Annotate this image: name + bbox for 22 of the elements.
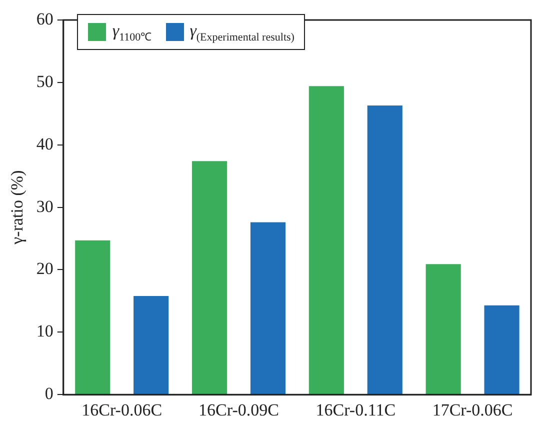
bar (250, 222, 286, 394)
y-tick-label: 20 (36, 259, 54, 278)
bar (367, 106, 402, 394)
y-tick-label: 40 (36, 134, 54, 154)
y-tick-label: 50 (36, 72, 54, 91)
x-tick-label: 16Cr-0.11C (316, 400, 396, 420)
x-tick-label: 17Cr-0.06C (432, 400, 513, 420)
y-tick-label: 10 (36, 322, 54, 341)
bar (426, 264, 461, 394)
x-tick-label: 16Cr-0.06C (82, 400, 162, 420)
y-axis-title: γ-ratio (%) (8, 170, 27, 246)
y-tick-label: 30 (36, 196, 54, 216)
legend-label: γ$_{1100℃}$ (112, 21, 152, 44)
bar (75, 240, 110, 394)
y-tick-label: 0 (44, 384, 54, 404)
x-tick-label: 16Cr-0.09C (198, 400, 279, 420)
y-tick-label: 60 (36, 9, 54, 28)
legend-label: γ$_{(Experimental results)}$ (190, 21, 294, 44)
bar (308, 86, 344, 394)
bar (134, 296, 169, 394)
bar (192, 161, 228, 394)
bar (484, 305, 520, 394)
